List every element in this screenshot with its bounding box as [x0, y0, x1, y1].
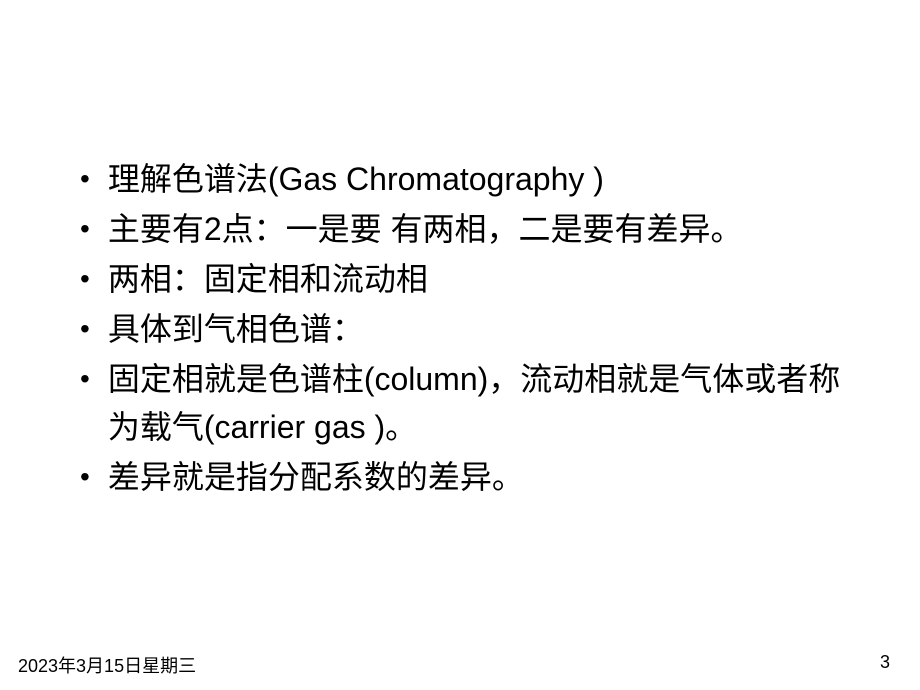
bullet-text: 主要有2点：一是要 有两相，二是要有差异。	[108, 205, 860, 253]
bullet-marker-icon: •	[80, 205, 90, 253]
bullet-item: • 理解色谱法(Gas Chromatography )	[60, 155, 860, 203]
bullet-item: • 差异就是指分配系数的差异。	[60, 453, 860, 501]
bullet-text: 具体到气相色谱：	[108, 305, 860, 353]
bullet-text: 理解色谱法(Gas Chromatography )	[108, 155, 860, 203]
bullet-text: 差异就是指分配系数的差异。	[108, 453, 860, 501]
bullet-marker-icon: •	[80, 453, 90, 501]
bullet-item: • 主要有2点：一是要 有两相，二是要有差异。	[60, 205, 860, 253]
bullet-marker-icon: •	[80, 155, 90, 203]
slide-content: • 理解色谱法(Gas Chromatography ) • 主要有2点：一是要…	[0, 0, 920, 501]
bullet-list: • 理解色谱法(Gas Chromatography ) • 主要有2点：一是要…	[60, 155, 860, 501]
bullet-marker-icon: •	[80, 305, 90, 353]
bullet-item: • 两相：固定相和流动相	[60, 255, 860, 303]
footer-date: 2023年3月15日星期三	[18, 652, 196, 678]
footer-page-number: 3	[880, 652, 890, 678]
bullet-item: • 固定相就是色谱柱(column)，流动相就是气体或者称为载气(carrier…	[60, 355, 860, 451]
slide-footer: 2023年3月15日星期三 3	[0, 652, 920, 678]
bullet-item: • 具体到气相色谱：	[60, 305, 860, 353]
bullet-text: 固定相就是色谱柱(column)，流动相就是气体或者称为载气(carrier g…	[108, 355, 860, 451]
bullet-marker-icon: •	[80, 355, 90, 403]
bullet-marker-icon: •	[80, 255, 90, 303]
bullet-text: 两相：固定相和流动相	[108, 255, 860, 303]
